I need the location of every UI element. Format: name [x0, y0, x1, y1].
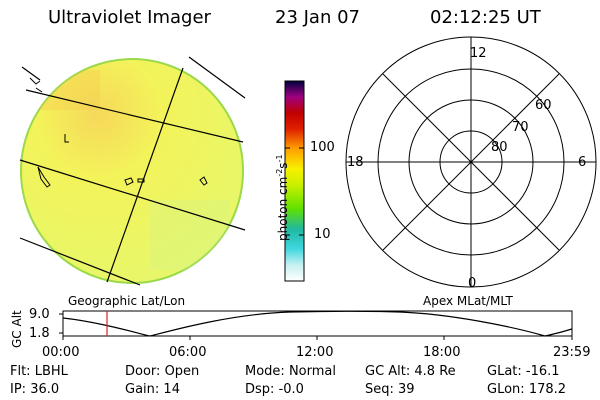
geographic-grid: [19, 56, 246, 286]
status-gain: Gain: 14: [125, 382, 180, 397]
status-mode: Mode: Normal: [245, 364, 336, 379]
colorbar: [284, 80, 305, 282]
instrument-title: Ultraviolet Imager: [48, 7, 211, 28]
colorbar-tick-10: 10: [314, 227, 331, 242]
mlat-label-70: 70: [512, 120, 529, 135]
time-tick-1: 06:00: [169, 345, 207, 360]
observation-date: 23 Jan 07: [275, 7, 360, 28]
coastline-outline: [29, 77, 208, 188]
status-ip: IP: 36.0: [10, 382, 60, 397]
mlt-label-18: 18: [347, 155, 364, 170]
polar-plot: [345, 36, 597, 288]
geographic-label: Geographic Lat/Lon: [68, 294, 186, 308]
status-glat: GLat: -16.1: [487, 364, 560, 379]
mlt-label-0: 0: [468, 276, 477, 291]
status-door: Door: Open: [125, 364, 200, 379]
observation-time: 02:12:25 UT: [430, 7, 541, 28]
mlt-label-12: 12: [470, 46, 487, 61]
altitude-plot: [59, 310, 573, 340]
time-tick-0: 00:00: [42, 345, 80, 360]
apex-label: Apex MLat/MLT: [423, 294, 513, 308]
status-dsp: Dsp: -0.0: [245, 382, 304, 397]
status-gc-alt: GC Alt: 4.8 Re: [365, 364, 456, 379]
time-tick-4: 23:59: [553, 345, 591, 360]
status-filter: Flt: LBHL: [10, 364, 68, 379]
mlat-label-80: 80: [491, 140, 508, 155]
mlt-label-6: 6: [578, 155, 587, 170]
mlat-label-60: 60: [535, 98, 552, 113]
colorbar-unit-label: photon cm-2s-1: [275, 154, 290, 241]
status-glon: GLon: 178.2: [487, 382, 567, 397]
altitude-ylabel: GC Alt: [10, 310, 24, 348]
altitude-tick-high: 9.0: [29, 307, 50, 322]
altitude-tick-low: 1.8: [29, 326, 50, 341]
altitude-curve: [62, 310, 573, 337]
time-tick-3: 18:00: [423, 345, 461, 360]
time-tick-2: 12:00: [296, 345, 334, 360]
status-seq: Seq: 39: [365, 382, 415, 397]
colorbar-tick-100: 100: [310, 140, 335, 155]
